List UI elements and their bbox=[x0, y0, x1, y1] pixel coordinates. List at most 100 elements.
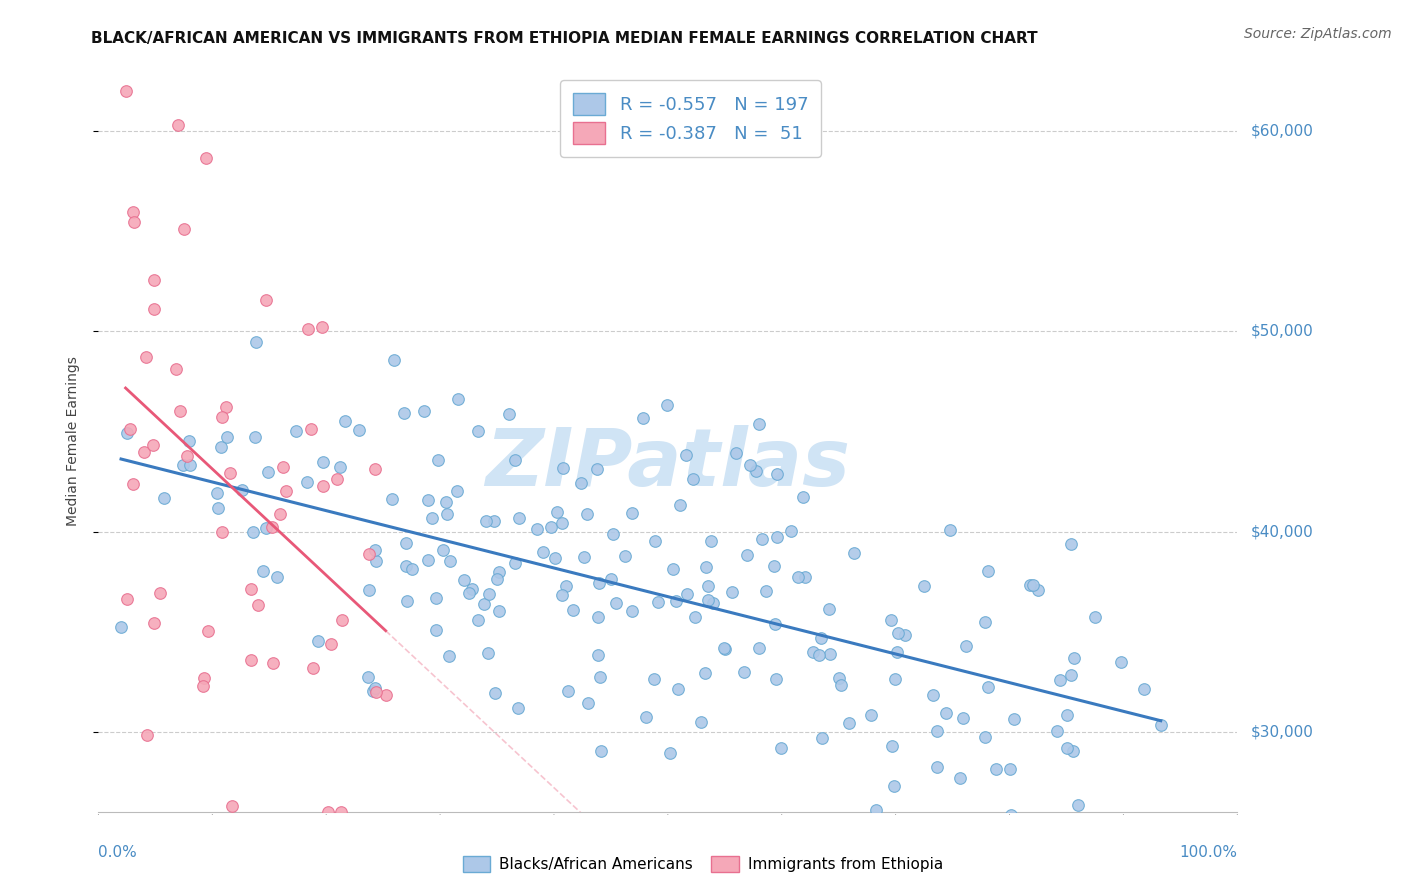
Point bbox=[1133, 682, 1156, 697]
Point bbox=[256, 466, 278, 480]
Point bbox=[935, 706, 957, 720]
Point bbox=[245, 335, 267, 350]
Point bbox=[1063, 650, 1085, 665]
Point bbox=[453, 573, 475, 587]
Point bbox=[364, 543, 387, 558]
Point bbox=[176, 450, 198, 464]
Point bbox=[830, 678, 852, 692]
Point bbox=[952, 710, 974, 724]
Point bbox=[247, 598, 270, 612]
Point bbox=[434, 495, 457, 509]
Point bbox=[740, 458, 762, 472]
Point bbox=[620, 604, 643, 618]
Point bbox=[458, 586, 481, 600]
Point bbox=[668, 498, 690, 512]
Point bbox=[503, 556, 526, 570]
Point bbox=[285, 424, 308, 438]
Point bbox=[316, 805, 339, 819]
Point bbox=[486, 572, 509, 586]
Text: 100.0%: 100.0% bbox=[1180, 845, 1237, 860]
Point bbox=[245, 429, 267, 443]
Point bbox=[484, 514, 506, 528]
Point bbox=[696, 593, 718, 607]
Point bbox=[135, 728, 157, 742]
Point bbox=[312, 479, 335, 493]
Point bbox=[751, 532, 773, 546]
Text: BLACK/AFRICAN AMERICAN VS IMMIGRANTS FROM ETHIOPIA MEDIAN FEMALE EARNINGS CORREL: BLACK/AFRICAN AMERICAN VS IMMIGRANTS FRO… bbox=[91, 31, 1038, 46]
Point bbox=[231, 483, 253, 498]
Point bbox=[737, 548, 759, 562]
Y-axis label: Median Female Earnings: Median Female Earnings bbox=[66, 357, 80, 526]
Legend: Blacks/African Americans, Immigrants from Ethiopia: Blacks/African Americans, Immigrants fro… bbox=[456, 848, 950, 880]
Point bbox=[436, 507, 458, 521]
Point bbox=[977, 680, 1000, 694]
Point bbox=[589, 670, 612, 684]
Legend: R = -0.557   N = 197, R = -0.387   N =  51: R = -0.557 N = 197, R = -0.387 N = 51 bbox=[560, 80, 821, 157]
Point bbox=[662, 562, 685, 576]
Point bbox=[357, 547, 380, 561]
Point bbox=[551, 588, 574, 602]
Point bbox=[478, 586, 501, 600]
Point bbox=[787, 570, 810, 584]
Point bbox=[1000, 762, 1022, 776]
Point bbox=[589, 744, 612, 758]
Point bbox=[266, 570, 288, 584]
Point bbox=[299, 422, 322, 436]
Point bbox=[724, 445, 747, 459]
Point bbox=[955, 639, 977, 653]
Point bbox=[239, 582, 262, 597]
Point bbox=[426, 453, 449, 467]
Point bbox=[195, 151, 218, 165]
Point bbox=[446, 483, 468, 498]
Point bbox=[695, 666, 717, 681]
Point bbox=[1060, 667, 1083, 681]
Point bbox=[118, 422, 141, 436]
Point bbox=[1062, 744, 1084, 758]
Point bbox=[467, 613, 489, 627]
Point bbox=[1018, 578, 1040, 592]
Text: 0.0%: 0.0% bbox=[98, 845, 138, 860]
Point bbox=[197, 624, 219, 639]
Point bbox=[818, 647, 841, 661]
Point bbox=[1109, 655, 1132, 669]
Point bbox=[766, 467, 789, 481]
Point bbox=[498, 408, 520, 422]
Point bbox=[179, 458, 201, 472]
Point bbox=[780, 524, 803, 538]
Point bbox=[307, 634, 329, 648]
Point bbox=[484, 686, 506, 700]
Point bbox=[602, 526, 624, 541]
Point bbox=[643, 673, 665, 687]
Point bbox=[675, 587, 697, 601]
Point bbox=[974, 731, 997, 745]
Point bbox=[364, 554, 387, 568]
Point bbox=[1060, 537, 1083, 551]
Point bbox=[274, 483, 297, 498]
Point bbox=[363, 681, 385, 695]
Point bbox=[763, 559, 786, 574]
Point bbox=[801, 645, 824, 659]
Point bbox=[134, 444, 156, 458]
Point bbox=[364, 685, 387, 699]
Point bbox=[114, 84, 136, 98]
Point bbox=[211, 409, 233, 424]
Point bbox=[810, 631, 832, 645]
Point bbox=[215, 430, 238, 444]
Point bbox=[461, 582, 484, 596]
Point bbox=[347, 423, 370, 437]
Point bbox=[621, 506, 644, 520]
Point bbox=[586, 610, 609, 624]
Point bbox=[117, 592, 139, 607]
Point bbox=[242, 524, 264, 539]
Point bbox=[211, 524, 233, 539]
Point bbox=[437, 649, 460, 664]
Point bbox=[239, 653, 262, 667]
Point bbox=[794, 570, 817, 584]
Point bbox=[886, 625, 908, 640]
Point bbox=[122, 205, 145, 219]
Point bbox=[976, 564, 998, 578]
Point bbox=[381, 492, 404, 507]
Point bbox=[215, 401, 238, 415]
Point bbox=[811, 731, 834, 745]
Point bbox=[467, 424, 489, 438]
